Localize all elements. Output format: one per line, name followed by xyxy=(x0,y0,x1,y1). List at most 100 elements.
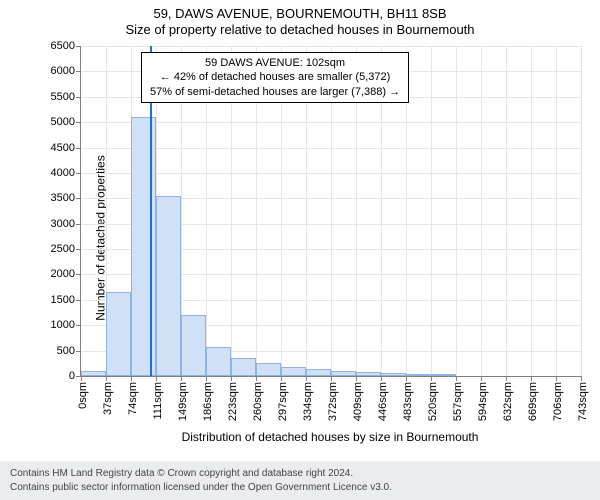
ytick-mark xyxy=(76,71,81,72)
histogram-bar xyxy=(406,374,431,376)
ytick-mark xyxy=(76,249,81,250)
ytick-mark xyxy=(76,173,81,174)
xtick-label: 37sqm xyxy=(102,382,114,415)
gridline-v xyxy=(456,46,457,376)
gridline-v xyxy=(481,46,482,376)
xtick-label: 409sqm xyxy=(352,382,364,421)
ytick-label: 4500 xyxy=(51,142,75,154)
ytick-label: 5000 xyxy=(51,116,75,128)
xtick-label: 111sqm xyxy=(152,382,164,420)
xtick-mark xyxy=(356,376,357,381)
xtick-mark xyxy=(231,376,232,381)
xtick-mark xyxy=(81,376,82,381)
xtick-mark xyxy=(431,376,432,381)
chart-title-line2: Size of property relative to detached ho… xyxy=(0,22,600,38)
xtick-label: 743sqm xyxy=(577,382,589,421)
histogram-bar xyxy=(156,196,181,376)
annotation-box: 59 DAWS AVENUE: 102sqm← 42% of detached … xyxy=(141,52,409,103)
xtick-label: 557sqm xyxy=(452,382,464,421)
xtick-mark xyxy=(481,376,482,381)
xtick-mark xyxy=(306,376,307,381)
ytick-mark xyxy=(76,198,81,199)
ytick-label: 3000 xyxy=(51,218,75,230)
histogram-bar xyxy=(431,374,456,376)
ytick-label: 2000 xyxy=(51,268,75,280)
xtick-mark xyxy=(506,376,507,381)
ytick-mark xyxy=(76,122,81,123)
ytick-label: 1000 xyxy=(51,319,75,331)
chart-wrapper: Number of detached properties 0500100015… xyxy=(0,38,600,438)
xtick-label: 223sqm xyxy=(227,382,239,421)
histogram-bar xyxy=(281,367,306,376)
xtick-label: 260sqm xyxy=(252,382,264,421)
xtick-label: 186sqm xyxy=(202,382,214,421)
xtick-label: 669sqm xyxy=(527,382,539,421)
xtick-mark xyxy=(206,376,207,381)
xtick-mark xyxy=(156,376,157,381)
xtick-label: 483sqm xyxy=(402,382,414,421)
ytick-mark xyxy=(76,97,81,98)
xtick-mark xyxy=(456,376,457,381)
annotation-line: 57% of semi-detached houses are larger (… xyxy=(150,85,400,99)
ytick-label: 3500 xyxy=(51,192,75,204)
chart-title-line1: 59, DAWS AVENUE, BOURNEMOUTH, BH11 8SB xyxy=(0,6,600,22)
ytick-label: 2500 xyxy=(51,243,75,255)
xtick-mark xyxy=(406,376,407,381)
xtick-label: 74sqm xyxy=(127,382,139,415)
gridline-v xyxy=(531,46,532,376)
xtick-mark xyxy=(181,376,182,381)
ytick-label: 4000 xyxy=(51,167,75,179)
ytick-label: 1500 xyxy=(51,294,75,306)
histogram-bar xyxy=(131,117,156,376)
xtick-label: 0sqm xyxy=(77,382,89,409)
histogram-bar xyxy=(381,373,406,376)
ytick-mark xyxy=(76,224,81,225)
histogram-bar xyxy=(81,371,106,376)
xtick-label: 446sqm xyxy=(377,382,389,421)
xtick-label: 372sqm xyxy=(327,382,339,421)
histogram-bar xyxy=(231,358,256,376)
footer-line1: Contains HM Land Registry data © Crown c… xyxy=(10,467,590,481)
xtick-label: 334sqm xyxy=(302,382,314,421)
histogram-bar xyxy=(106,292,131,376)
ytick-mark xyxy=(76,300,81,301)
xtick-mark xyxy=(131,376,132,381)
ytick-label: 6000 xyxy=(51,65,75,77)
x-axis-label: Distribution of detached houses by size … xyxy=(80,430,580,444)
footer: Contains HM Land Registry data © Crown c… xyxy=(0,461,600,500)
footer-line2: Contains public sector information licen… xyxy=(10,481,590,495)
annotation-line: 59 DAWS AVENUE: 102sqm xyxy=(150,56,400,70)
xtick-label: 706sqm xyxy=(552,382,564,421)
ytick-label: 5500 xyxy=(51,91,75,103)
ytick-mark xyxy=(76,274,81,275)
histogram-bar xyxy=(256,363,281,376)
xtick-label: 520sqm xyxy=(427,382,439,421)
xtick-mark xyxy=(281,376,282,381)
xtick-label: 594sqm xyxy=(477,382,489,421)
xtick-mark xyxy=(531,376,532,381)
xtick-mark xyxy=(106,376,107,381)
xtick-mark xyxy=(556,376,557,381)
xtick-mark xyxy=(256,376,257,381)
ytick-mark xyxy=(76,148,81,149)
histogram-bar xyxy=(181,315,206,376)
histogram-bar xyxy=(331,371,356,376)
ytick-mark xyxy=(76,46,81,47)
xtick-label: 297sqm xyxy=(277,382,289,421)
gridline-v xyxy=(506,46,507,376)
gridline-v xyxy=(431,46,432,376)
ytick-label: 500 xyxy=(57,345,75,357)
gridline-v xyxy=(556,46,557,376)
histogram-bar xyxy=(356,372,381,376)
xtick-mark xyxy=(581,376,582,381)
xtick-label: 149sqm xyxy=(177,382,189,421)
ytick-label: 0 xyxy=(69,370,75,382)
plot-area: 0500100015002000250030003500400045005000… xyxy=(80,46,581,377)
xtick-mark xyxy=(331,376,332,381)
ytick-mark xyxy=(76,325,81,326)
xtick-mark xyxy=(381,376,382,381)
gridline-v xyxy=(581,46,582,376)
xtick-label: 632sqm xyxy=(502,382,514,421)
histogram-bar xyxy=(206,347,231,376)
ytick-label: 6500 xyxy=(51,40,75,52)
